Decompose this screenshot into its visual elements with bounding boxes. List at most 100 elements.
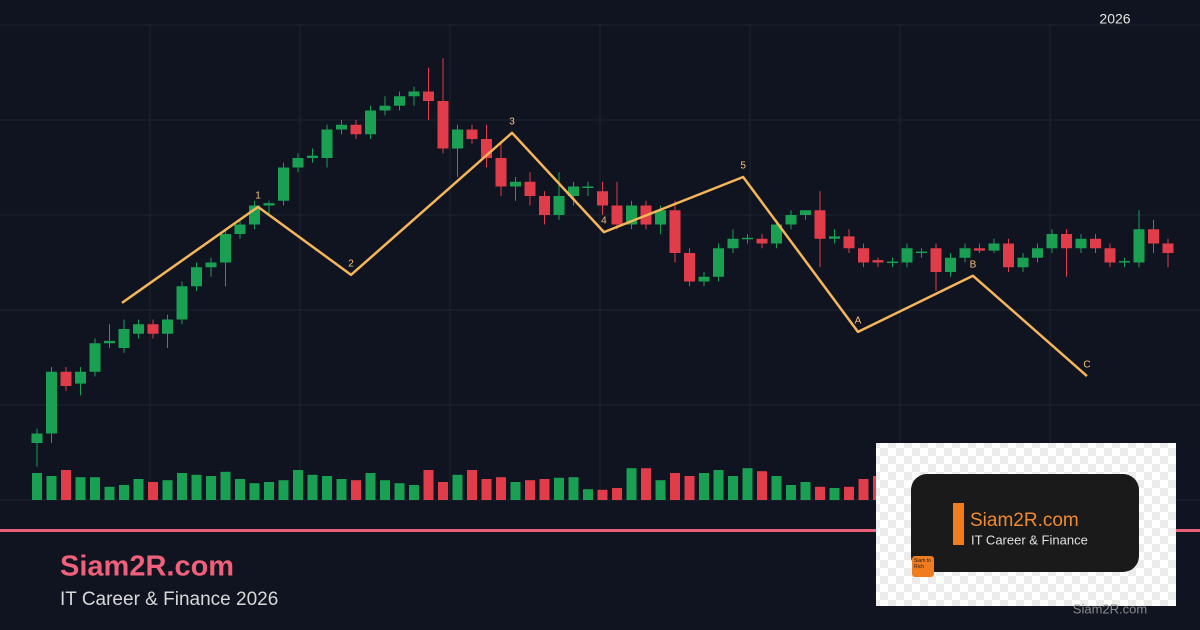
volume-bar xyxy=(670,473,680,500)
logo-bar xyxy=(953,503,964,545)
candle-body xyxy=(452,129,463,149)
wave-label: A xyxy=(855,315,862,326)
wave-label: 1 xyxy=(255,191,261,202)
volume-bar xyxy=(293,470,303,500)
candle-body xyxy=(582,186,594,188)
volume-bar xyxy=(365,473,376,500)
candle-body xyxy=(205,262,217,268)
wave-label: C xyxy=(1083,360,1090,371)
volume-bar xyxy=(713,470,724,500)
candle-body xyxy=(89,343,101,372)
volume-bar xyxy=(206,476,216,500)
volume-bar xyxy=(409,485,419,500)
volume-bar xyxy=(481,479,492,500)
brand-title: Siam2R.com xyxy=(60,551,234,583)
volume-bar xyxy=(655,480,666,500)
candle-body xyxy=(278,167,289,201)
candle-body xyxy=(800,210,811,215)
logo-subtitle: IT Career & Finance xyxy=(971,532,1088,547)
candle-body xyxy=(1090,238,1101,249)
wave-line xyxy=(121,131,1088,377)
volume-bar xyxy=(626,468,637,500)
candle-body xyxy=(481,139,492,158)
candle-body xyxy=(1003,243,1014,268)
candle-body xyxy=(60,371,72,386)
candle-body xyxy=(539,196,550,215)
volume-bar xyxy=(728,476,738,500)
volume-bar xyxy=(119,485,129,500)
candle-body xyxy=(191,267,202,287)
candle-body xyxy=(771,224,782,244)
wave-overlay: 1 2 3 4 5 A B C xyxy=(121,116,1091,377)
volume-bar xyxy=(162,480,173,500)
candle-body xyxy=(785,215,797,225)
volume-bar xyxy=(336,479,347,500)
candle-body xyxy=(249,205,260,225)
volume-bar xyxy=(525,480,535,500)
candle-body xyxy=(684,253,695,282)
candle-body xyxy=(1162,243,1174,253)
volume-bar xyxy=(249,483,260,500)
candle-body xyxy=(611,205,623,225)
candle-body xyxy=(75,371,86,384)
logo-badge-text: Siam to Rich xyxy=(914,558,931,570)
candle-body xyxy=(1148,229,1159,244)
candle-body xyxy=(713,248,724,277)
volume-bar xyxy=(496,477,506,500)
volume-bar xyxy=(380,480,390,500)
candle-body xyxy=(1061,234,1072,249)
volume-bar xyxy=(742,468,753,500)
volume-bar xyxy=(220,471,231,500)
candle-body xyxy=(669,210,681,253)
candle-body xyxy=(1032,248,1043,258)
logo-title: Siam2R.com xyxy=(970,510,1079,531)
candle-body xyxy=(176,286,188,320)
volume-bar xyxy=(133,479,144,500)
volume-bar xyxy=(278,480,289,500)
volume-bar xyxy=(61,470,71,500)
candle-body xyxy=(524,181,536,196)
volume-bar xyxy=(786,485,796,500)
candle-body xyxy=(379,105,391,111)
candle-body xyxy=(437,101,449,149)
volume-bar xyxy=(75,477,86,500)
candle-body xyxy=(742,237,753,240)
candle-body xyxy=(46,371,57,434)
volume-bar xyxy=(597,489,608,500)
candle-body xyxy=(336,124,347,130)
volume-bar xyxy=(539,479,550,500)
candle-body xyxy=(553,196,565,215)
candle-body xyxy=(495,158,507,187)
volume-bar xyxy=(699,473,709,500)
candle-body xyxy=(1017,257,1029,268)
candle-body xyxy=(568,186,579,196)
logo-badge-text-box: Siam to Rich xyxy=(914,558,931,570)
candle-body xyxy=(959,248,971,258)
candle-body xyxy=(510,181,521,187)
candle-body xyxy=(263,203,275,206)
volume-bar xyxy=(322,476,332,500)
candle-body xyxy=(31,433,43,443)
divider xyxy=(0,529,1200,532)
volume-bar xyxy=(467,470,477,500)
volume-bar xyxy=(104,486,115,500)
volume-bar xyxy=(641,468,651,500)
candle-body xyxy=(626,205,637,225)
volume-bar xyxy=(815,486,825,500)
candle-body xyxy=(162,319,173,334)
volume-bar xyxy=(568,477,579,500)
volume-bar xyxy=(452,474,463,500)
candle-body xyxy=(829,236,840,239)
candle-body xyxy=(220,234,231,263)
volume-bar xyxy=(829,488,840,500)
volume-bar xyxy=(235,479,245,500)
candle-body xyxy=(394,96,405,106)
volume-bar xyxy=(800,482,811,500)
volume-bar xyxy=(684,476,695,500)
wave-label: B xyxy=(970,259,977,270)
candle-body xyxy=(423,91,434,101)
volume-bar xyxy=(858,479,869,500)
volume-bar xyxy=(307,474,318,500)
